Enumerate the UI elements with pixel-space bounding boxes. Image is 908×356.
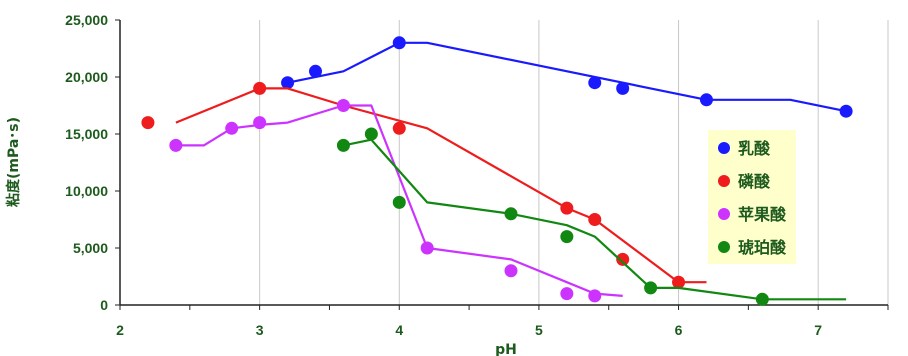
data-point (839, 104, 853, 118)
data-point (560, 201, 574, 215)
data-point (169, 138, 183, 152)
data-point (392, 36, 406, 50)
data-point (420, 241, 434, 255)
data-point (253, 81, 267, 95)
legend-label: 乳酸 (738, 139, 771, 158)
legend-marker (718, 241, 730, 253)
x-tick-label: 3 (256, 322, 264, 338)
data-point (253, 116, 267, 130)
y-tick-label: 5,000 (73, 240, 108, 256)
x-tick-label: 5 (535, 322, 543, 338)
data-point (588, 289, 602, 303)
y-tick-label: 25,000 (65, 12, 108, 28)
data-point (336, 99, 350, 112)
data-point (504, 207, 518, 221)
x-tick-label: 6 (675, 322, 683, 338)
data-point (392, 121, 406, 135)
data-point (699, 93, 713, 107)
data-point (308, 64, 322, 78)
data-series (141, 36, 853, 306)
x-tick-label: 4 (395, 322, 403, 338)
legend-marker (718, 208, 730, 220)
data-point (560, 230, 574, 244)
data-point (672, 275, 686, 289)
series-line-1 (287, 41, 847, 113)
data-point (225, 121, 239, 135)
data-point (504, 264, 518, 278)
data-point (336, 138, 350, 152)
x-tick-label: 7 (814, 322, 822, 338)
data-point (281, 76, 295, 90)
data-point (588, 76, 602, 90)
x-axis-title: pH (495, 342, 517, 356)
data-point (392, 195, 406, 209)
legend-label: 苹果酸 (738, 205, 787, 224)
series-line-2 (175, 87, 707, 284)
legend-marker (718, 142, 730, 154)
y-tick-label: 10,000 (65, 183, 108, 199)
data-point (616, 252, 630, 266)
data-point (644, 281, 658, 295)
legend-marker (718, 175, 730, 187)
y-tick-label: 0 (100, 297, 108, 313)
data-point (588, 213, 602, 226)
series-line-4 (343, 138, 847, 301)
data-point (364, 127, 378, 141)
legend-label: 琥珀酸 (738, 238, 787, 257)
y-tick-label: 20,000 (65, 69, 108, 85)
tick-labels: 0 5,000 10,000 15,000 20,000 25,000 2 3 4 5 6 7 (65, 12, 822, 338)
data-point (141, 116, 155, 130)
y-axis-title: 粘度(mPa･s) (5, 117, 22, 207)
grid-lines (259, 20, 889, 305)
legend-label: 磷酸 (738, 172, 771, 191)
y-tick-label: 15,000 (65, 126, 108, 142)
x-tick-label: 2 (116, 322, 124, 338)
data-point (560, 287, 574, 301)
data-point (616, 81, 630, 95)
data-point (755, 292, 769, 306)
